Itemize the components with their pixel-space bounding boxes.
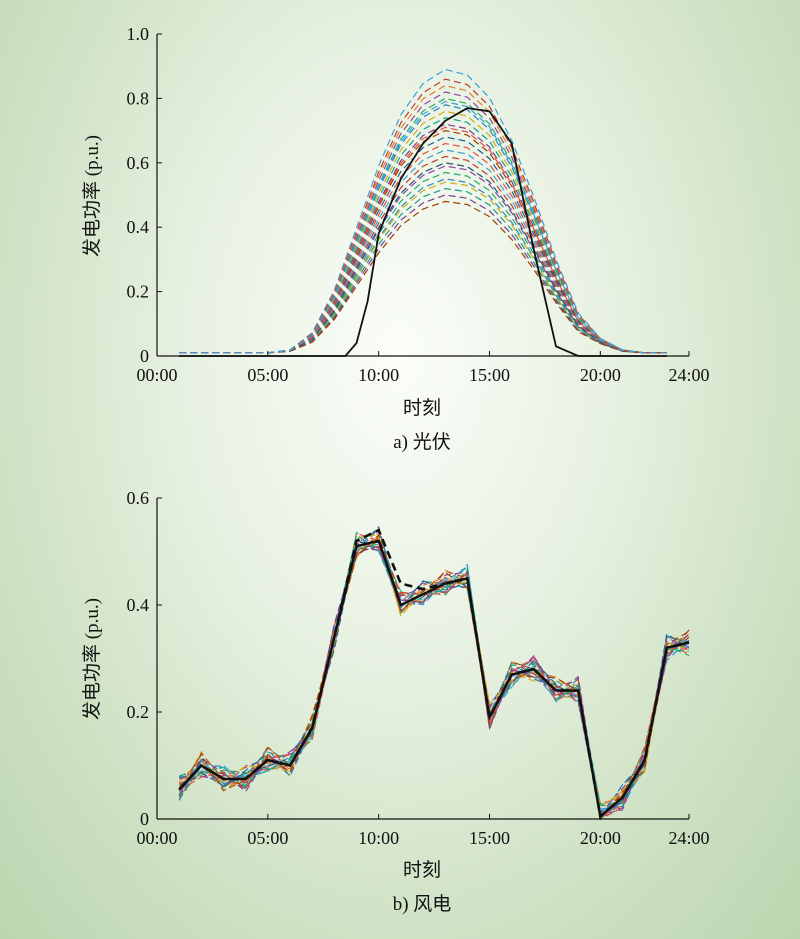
wind-y-tick-label: 0.2: [127, 702, 150, 722]
pv-y-axis-title: 发电功率 (p.u.): [81, 135, 103, 257]
wind-y-tick-label: 0.4: [127, 595, 150, 615]
pv-x-tick-label: 15:00: [469, 365, 510, 385]
pv-scenario-line: [179, 171, 667, 354]
wind-x-tick-label: 15:00: [469, 828, 510, 848]
wind-axes: 0 0.2 0.4 0.6 00:00 05:00 10:00 15:00 20:00 24:00: [127, 488, 710, 848]
pv-scenario-line: [179, 123, 667, 354]
wind-x-tick-label: 20:00: [580, 828, 621, 848]
pv-caption: a) 光伏: [393, 431, 451, 453]
pv-x-tick-label: 24:00: [668, 365, 709, 385]
pv-x-axis-title: 时刻: [403, 397, 441, 419]
pv-scenario-line: [179, 165, 667, 354]
wind-y-axis-title: 发电功率 (p.u.): [81, 598, 103, 720]
pv-scenario-line: [179, 136, 667, 354]
pv-scenario-line: [179, 155, 667, 354]
pv-scenario-line: [179, 194, 667, 354]
pv-scenario-line: [179, 129, 667, 354]
pv-x-tick-label: 00:00: [136, 365, 177, 385]
pv-scenario-line: [179, 126, 667, 354]
pv-y-tick-label: 0.8: [127, 88, 150, 108]
wind-chart: 0 0.2 0.4 0.6 00:00 05:00 10:00 15:00 20:00 24:00…: [81, 488, 710, 915]
pv-axes: 0 0.2 0.4 0.6 0.8 1.0 00:00 05:00 10:00 15:00 20:0…: [127, 24, 710, 385]
pv-scenario-line: [179, 100, 667, 354]
pv-scenario-line: [179, 181, 667, 354]
pv-chart: 0 0.2 0.4 0.6 0.8 1.0 00:00 05:00 10:00 15:00 20:0…: [81, 24, 710, 453]
wind-y-tick-label: 0: [140, 809, 149, 829]
wind-scenario-line: [178, 536, 690, 819]
wind-scenario-line: [178, 543, 690, 821]
wind-scenario-line: [178, 537, 690, 821]
wind-x-tick-label: 24:00: [668, 828, 709, 848]
pv-scenario-line: [179, 97, 667, 354]
pv-actual-series: [179, 107, 667, 357]
pv-y-tick-label: 0.6: [127, 153, 150, 173]
wind-scenario-line: [178, 531, 690, 821]
pv-scenario-line: [179, 91, 667, 354]
pv-scenario-line: [179, 104, 667, 354]
wind-scenario-line: [178, 533, 690, 809]
wind-scenario-line: [178, 532, 690, 805]
pv-x-tick-label: 20:00: [580, 365, 621, 385]
wind-x-axis-title: 时刻: [403, 859, 441, 881]
pv-scenario-line: [179, 117, 667, 354]
pv-y-tick-label: 0.2: [127, 282, 150, 302]
pv-y-tick-label: 0.4: [127, 217, 150, 237]
pv-y-tick-label: 0: [140, 346, 149, 366]
pv-scenario-line: [179, 149, 667, 354]
pv-scenario-line: [179, 84, 667, 354]
wind-y-tick-label: 0.6: [127, 488, 150, 508]
pv-y-tick-label: 1.0: [127, 24, 150, 44]
wind-x-tick-label: 05:00: [247, 828, 288, 848]
wind-caption: b) 风电: [393, 893, 452, 915]
wind-x-tick-label: 10:00: [358, 828, 399, 848]
wind-scenario-line: [178, 539, 690, 812]
wind-scenario-line: [178, 533, 690, 807]
pv-scenario-series-group: [179, 68, 667, 354]
wind-forecast-series: [178, 528, 690, 819]
wind-x-tick-label: 00:00: [136, 828, 177, 848]
wind-scenario-series-group: [178, 525, 690, 821]
pv-x-tick-label: 10:00: [358, 365, 399, 385]
pv-scenario-line: [179, 178, 667, 354]
pv-scenario-line: [179, 187, 667, 354]
pv-x-tick-label: 05:00: [247, 365, 288, 385]
pv-scenario-line: [179, 78, 667, 354]
